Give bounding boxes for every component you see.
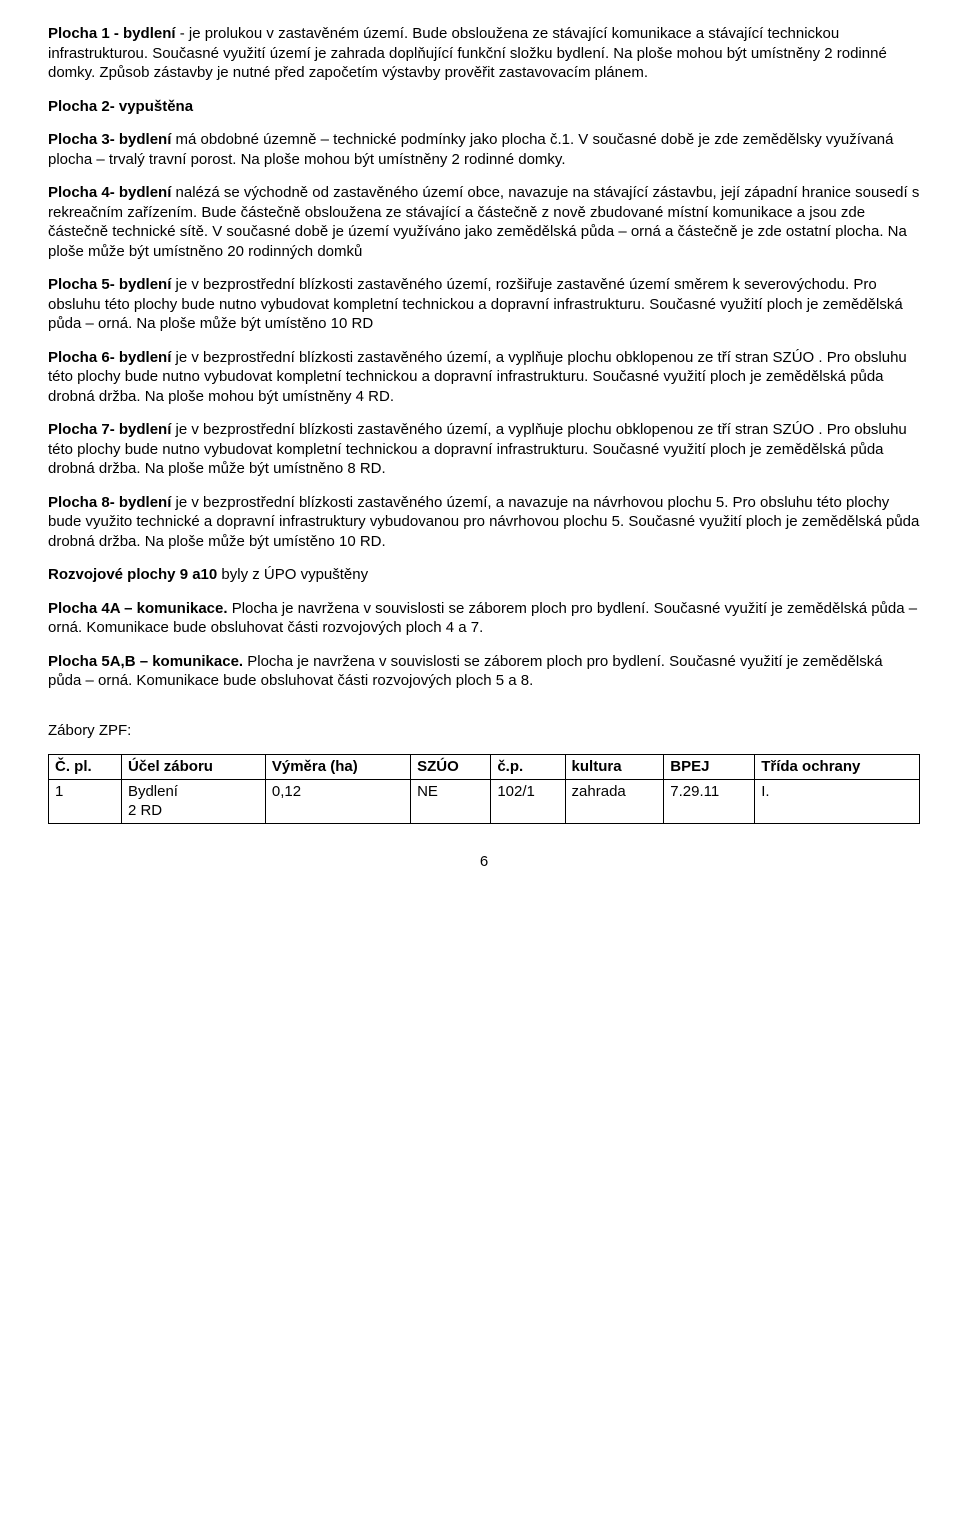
para-lead: Plocha 4A – komunikace.: [48, 600, 228, 617]
td-kultura: zahrada: [565, 779, 664, 823]
para-lead: Plocha 7- bydlení: [48, 421, 171, 438]
para-lead: Rozvojové plochy 9 a10: [48, 566, 217, 583]
para-rest: je v bezprostřední blízkosti zastavěného…: [48, 421, 907, 477]
td-vymera: 0,12: [265, 779, 410, 823]
table-header-row: Č. pl. Účel záboru Výměra (ha) SZÚO č.p.…: [49, 755, 920, 780]
paragraph: Plocha 8- bydlení je v bezprostřední blí…: [48, 493, 920, 552]
para-rest: má obdobné územně – technické podmínky j…: [48, 131, 893, 168]
paragraph: Plocha 2- vypuštěna: [48, 97, 920, 117]
para-lead: Plocha 3- bydlení: [48, 131, 171, 148]
para-lead: Plocha 2- vypuštěna: [48, 98, 193, 115]
td-ucel: Bydlení 2 RD: [121, 779, 265, 823]
paragraph: Plocha 6- bydlení je v bezprostřední blí…: [48, 348, 920, 407]
td-cp: 102/1: [491, 779, 565, 823]
th-bpej: BPEJ: [664, 755, 755, 780]
para-rest: je v bezprostřední blízkosti zastavěného…: [48, 276, 903, 332]
td-bpej: 7.29.11: [664, 779, 755, 823]
para-lead: Plocha 5A,B – komunikace.: [48, 653, 243, 670]
para-lead: Plocha 4- bydlení: [48, 184, 171, 201]
para-rest: nalézá se východně od zastavěného území …: [48, 184, 919, 260]
th-vymera: Výměra (ha): [265, 755, 410, 780]
zabory-label: Zábory ZPF:: [48, 721, 920, 741]
para-lead: Plocha 1 - bydlení: [48, 25, 176, 42]
th-kultura: kultura: [565, 755, 664, 780]
td-trida: I.: [755, 779, 920, 823]
para-rest: byly z ÚPO vypuštěny: [217, 566, 368, 583]
paragraph: Plocha 3- bydlení má obdobné územně – te…: [48, 130, 920, 169]
para-rest: je v bezprostřední blízkosti zastavěného…: [48, 349, 907, 405]
page-number: 6: [48, 852, 920, 872]
td-cpl: 1: [49, 779, 122, 823]
th-cp: č.p.: [491, 755, 565, 780]
th-trida: Třída ochrany: [755, 755, 920, 780]
para-lead: Plocha 6- bydlení: [48, 349, 171, 366]
paragraph: Plocha 7- bydlení je v bezprostřední blí…: [48, 420, 920, 479]
para-rest: je v bezprostřední blízkosti zastavěného…: [48, 494, 919, 550]
paragraph: Plocha 4A – komunikace. Plocha je navrže…: [48, 599, 920, 638]
para-lead: Plocha 5- bydlení: [48, 276, 171, 293]
paragraph: Plocha 4- bydlení nalézá se východně od …: [48, 183, 920, 261]
td-szuo: NE: [411, 779, 491, 823]
document-body: Plocha 1 - bydlení - je prolukou v zasta…: [48, 24, 920, 871]
th-cpl: Č. pl.: [49, 755, 122, 780]
zabory-table: Č. pl. Účel záboru Výměra (ha) SZÚO č.p.…: [48, 754, 920, 824]
paragraph: Rozvojové plochy 9 a10 byly z ÚPO vypušt…: [48, 565, 920, 585]
th-ucel: Účel záboru: [121, 755, 265, 780]
paragraph: Plocha 5A,B – komunikace. Plocha je navr…: [48, 652, 920, 691]
para-lead: Plocha 8- bydlení: [48, 494, 171, 511]
th-szuo: SZÚO: [411, 755, 491, 780]
paragraph: Plocha 1 - bydlení - je prolukou v zasta…: [48, 24, 920, 83]
paragraph: Plocha 5- bydlení je v bezprostřední blí…: [48, 275, 920, 334]
table-row: 1 Bydlení 2 RD 0,12 NE 102/1 zahrada 7.2…: [49, 779, 920, 823]
